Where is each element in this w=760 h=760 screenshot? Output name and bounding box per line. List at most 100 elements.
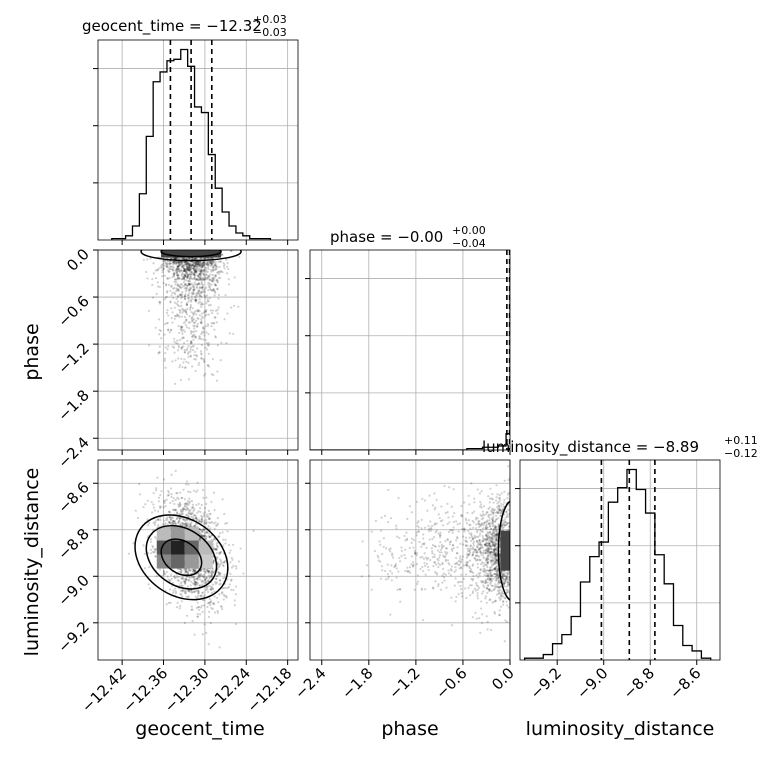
sample-point [219,572,222,575]
sample-point [211,263,214,266]
sample-point [480,579,483,583]
sample-point [184,268,187,271]
sample-point [206,569,209,572]
sample-point [494,525,497,528]
sample-point [193,276,196,279]
sample-point [489,544,492,548]
sample-point [197,263,200,266]
sample-point [217,601,220,604]
sample-point [179,592,182,596]
sample-point [486,550,489,553]
sample-point [187,257,190,260]
sample-point [196,262,199,266]
sample-point [487,544,490,547]
sample-point [496,538,499,541]
sample-point [177,521,180,525]
sample-point [171,321,174,324]
sample-point [200,604,203,607]
sample-point [176,601,179,605]
sample-point [472,571,475,574]
sample-point [214,521,217,524]
sample-point [196,263,200,266]
sample-point [491,498,494,501]
sample-point [214,266,218,269]
sample-point [439,548,442,551]
sample-point [204,537,208,541]
sample-point [191,582,194,585]
sample-point [219,605,222,608]
sample-point [494,554,498,557]
sample-point [491,540,494,543]
sample-point [446,522,449,526]
sample-point [178,264,181,268]
sample-point [158,328,161,332]
sample-point [211,280,214,283]
sample-point [491,538,494,541]
sample-point [176,265,179,268]
sample-point [483,521,486,525]
sample-point [430,547,433,550]
sample-point [487,522,490,525]
sample-point [167,344,170,348]
sample-point [491,543,495,547]
sample-point [459,588,463,591]
sample-point [215,268,218,271]
sample-point [193,273,196,276]
sample-point [435,529,438,532]
sample-point [202,535,205,538]
sample-point [503,524,507,527]
sample-point [484,513,488,516]
sample-point [469,545,472,548]
sample-point [165,265,168,269]
sample-point [190,515,193,518]
sample-point [200,353,203,356]
sample-point [498,586,501,589]
sample-point [190,605,193,608]
sample-point [166,277,169,281]
sample-point [210,260,214,263]
sample-point [200,301,203,304]
sample-point [182,273,186,276]
sample-point [187,515,190,518]
sample-point [199,269,203,272]
sample-point [207,643,210,646]
sample-point [485,572,488,575]
sample-point [451,529,455,532]
sample-point [179,263,182,266]
sample-point [189,522,192,525]
sample-point [168,331,171,334]
sample-point [502,595,505,598]
sample-point [202,581,205,584]
sample-point [147,522,151,525]
sample-point [194,581,197,584]
sample-point [184,309,187,312]
sample-point [200,287,203,290]
sample-point [208,517,211,520]
sample-point [175,270,178,273]
sample-point [487,513,491,516]
sample-point [497,528,500,531]
contour-line [134,514,229,601]
sample-point [203,290,206,293]
sample-point [171,275,174,279]
sample-point [217,260,220,263]
sample-point [188,289,192,292]
sample-point [174,590,177,593]
sample-point [213,322,216,325]
sample-point [188,263,191,266]
sample-point [501,590,504,593]
sample-point [477,548,481,552]
sample-point [156,269,159,272]
sample-point [456,536,459,539]
sample-point [200,281,203,284]
sample-point [222,563,225,567]
sample-point [169,267,172,270]
sample-point [197,302,200,305]
sample-point [179,568,182,571]
sample-point [495,548,499,552]
sample-point [180,327,183,331]
sample-point [490,509,493,513]
sample-point [199,265,202,268]
sample-point [185,506,188,509]
sample-point [486,560,490,563]
